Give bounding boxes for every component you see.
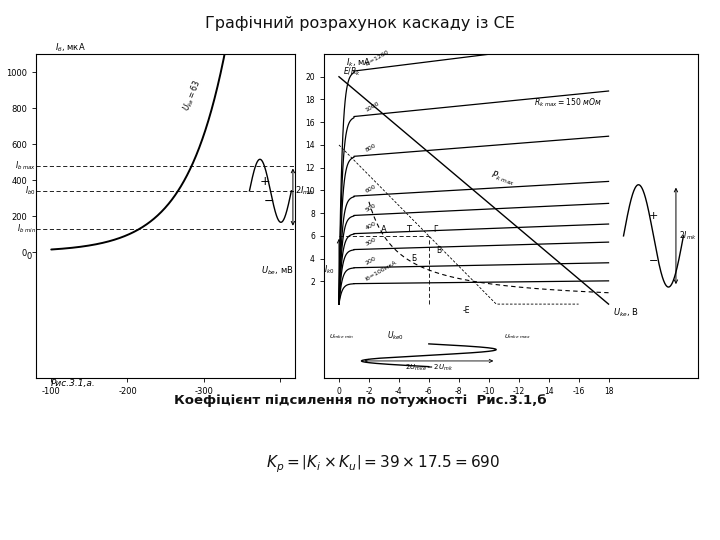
Text: 200: 200 — [364, 255, 377, 266]
Text: $2I_{mk}$: $2I_{mk}$ — [679, 230, 696, 242]
Text: $U_{ke0}$: $U_{ke0}$ — [387, 329, 404, 342]
Text: $U_{ke}$, В: $U_{ke}$, В — [613, 307, 639, 319]
Text: 0: 0 — [26, 252, 32, 261]
Text: Г: Г — [433, 226, 438, 234]
Text: Рис.3.1,а.: Рис.3.1,а. — [50, 379, 95, 388]
Text: Б: Б — [397, 220, 403, 229]
Text: $K_p = \left|K_i \times K_u\right| = 39 \times 17.5 = 690$: $K_p = \left|K_i \times K_u\right| = 39 … — [266, 454, 500, 475]
Text: $U_{be\ min}$: $U_{be\ min}$ — [346, 349, 369, 360]
Text: 300: 300 — [364, 237, 377, 247]
Text: $+U_{be\ max}$: $+U_{be\ max}$ — [462, 321, 494, 331]
Text: $2I_{mb}$: $2I_{mb}$ — [295, 185, 314, 197]
Text: Графічний розрахунок каскаду із СЕ: Графічний розрахунок каскаду із СЕ — [205, 16, 515, 31]
Text: $U_{be0}$: $U_{be0}$ — [436, 266, 454, 279]
Text: $I_{b0}$: $I_{b0}$ — [25, 185, 36, 197]
Text: −: − — [264, 195, 274, 208]
Text: H: H — [426, 194, 432, 204]
Text: $I_k$, мА: $I_k$, мА — [346, 56, 372, 69]
Text: -E: -E — [462, 306, 470, 315]
Text: $I_б$, мкА: $I_б$, мкА — [55, 42, 86, 54]
Text: Iб=1200: Iб=1200 — [364, 50, 390, 67]
Text: 1000: 1000 — [364, 101, 380, 113]
Text: +: + — [649, 211, 658, 221]
Text: $2U_{mBe}$: $2U_{mBe}$ — [420, 367, 446, 380]
Text: 500: 500 — [364, 202, 377, 213]
Text: А: А — [381, 226, 387, 234]
Text: 600: 600 — [364, 183, 377, 193]
Text: +: + — [259, 176, 270, 188]
Text: 400: 400 — [364, 221, 377, 231]
Text: $I_{b\ min}$: $I_{b\ min}$ — [17, 222, 36, 235]
Text: $R_{k\ max}=150\ мОм$: $R_{k\ max}=150\ мОм$ — [534, 96, 601, 109]
Text: $P_{k\ max}$: $P_{k\ max}$ — [489, 168, 517, 188]
Text: $U_{mke\ max}$: $U_{mke\ max}$ — [504, 332, 531, 341]
Text: $U_{ke}=63$: $U_{ke}=63$ — [181, 78, 204, 113]
Text: $I_{k0}$: $I_{k0}$ — [324, 264, 335, 276]
Text: −: − — [649, 256, 658, 266]
Text: $U_{mke\ min}$: $U_{mke\ min}$ — [328, 332, 354, 341]
Text: В: В — [436, 246, 441, 255]
Text: T: T — [449, 178, 454, 187]
Text: $2U_{mke}=2U_{mk}$: $2U_{mke}=2U_{mk}$ — [405, 363, 453, 373]
Text: M: M — [462, 155, 469, 164]
Text: Коефіцієнт підсилення по потужності  Рис.3.1,б: Коефіцієнт підсилення по потужності Рис.… — [174, 394, 546, 407]
Text: T: T — [406, 226, 411, 234]
Text: Iб=100мкА: Iб=100мкА — [364, 260, 397, 282]
Text: Б: Б — [411, 254, 416, 263]
Text: $U_{be}$, мВ: $U_{be}$, мВ — [261, 265, 294, 277]
Text: $I_{b\ max}$: $I_{b\ max}$ — [15, 159, 36, 172]
Text: 800: 800 — [364, 143, 377, 153]
Text: $E/R_k$: $E/R_k$ — [343, 65, 361, 78]
